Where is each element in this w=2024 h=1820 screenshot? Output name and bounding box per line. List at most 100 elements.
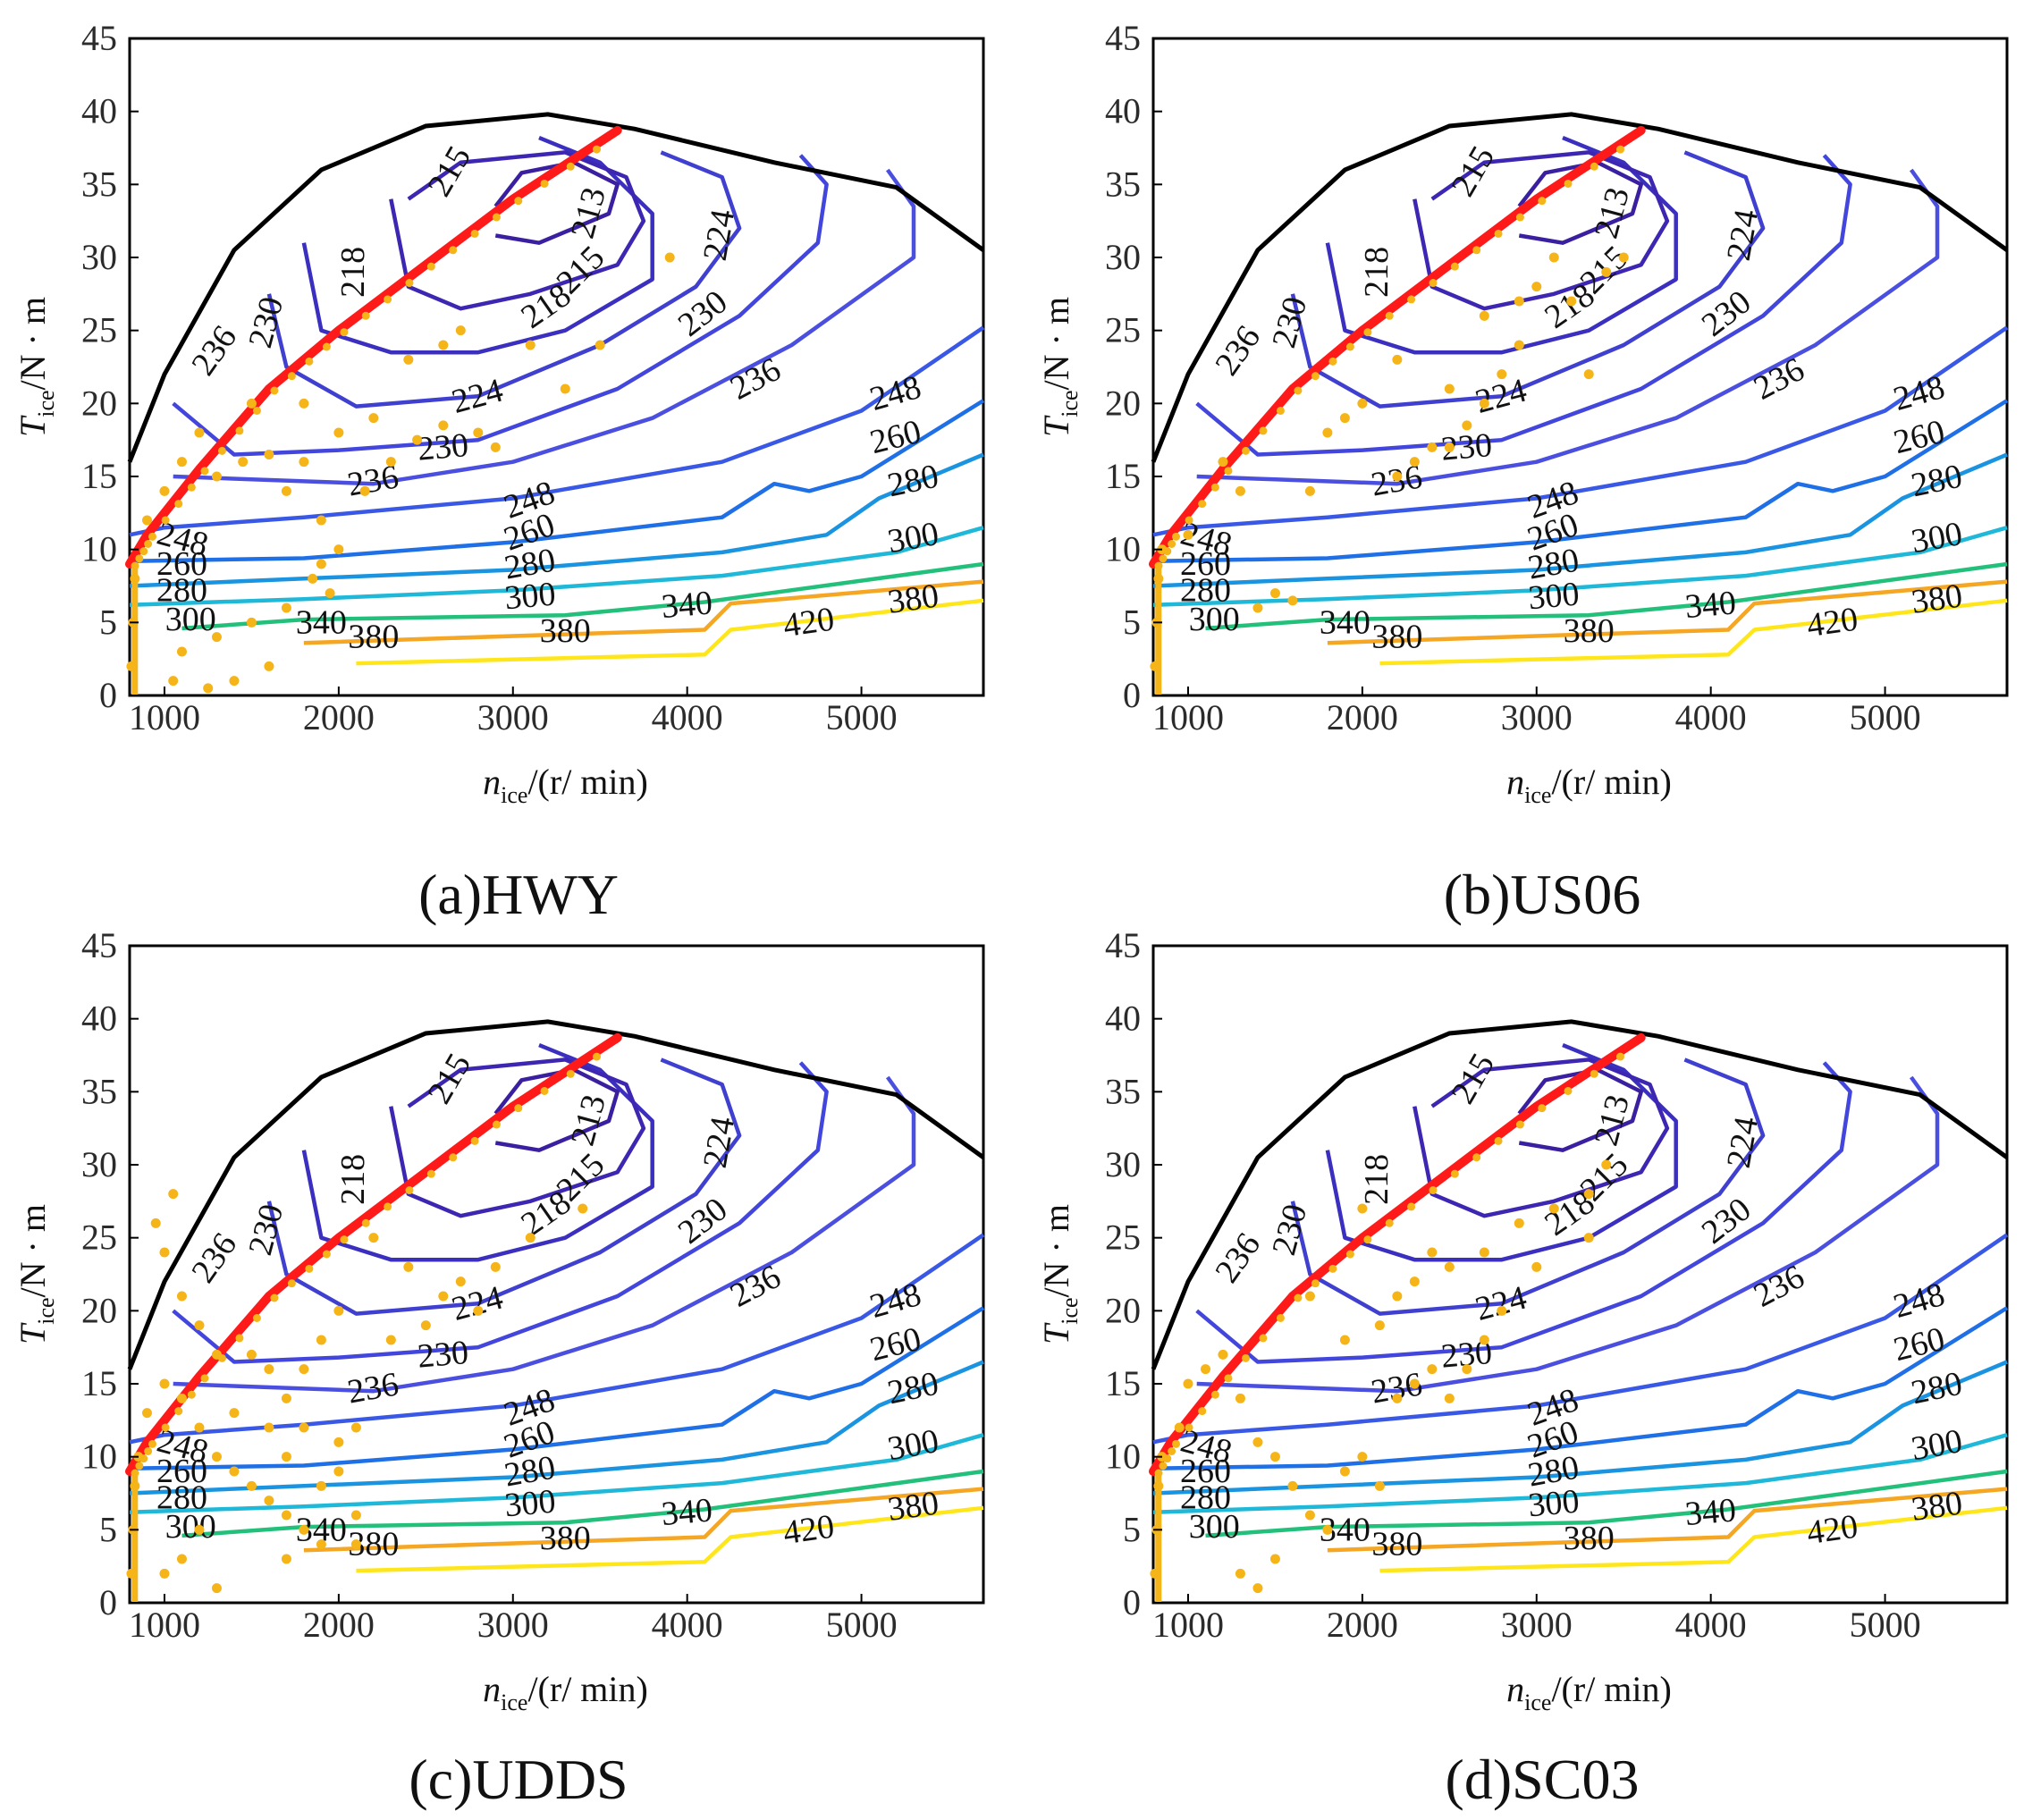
- optimal-line-point: [1168, 1447, 1176, 1455]
- contour-label: 224: [696, 1114, 742, 1170]
- contour-label: 300: [503, 576, 557, 618]
- x-tick-label: 5000: [826, 697, 898, 737]
- contour-line-215: [1413, 1057, 1670, 1218]
- optimal-line-point: [1590, 162, 1598, 171]
- contour-label: 380: [1371, 1526, 1422, 1563]
- y-tick-label: 0: [99, 1582, 117, 1622]
- contour-label: 340: [296, 603, 347, 641]
- contour-label: 380: [540, 1520, 591, 1557]
- optimal-line-point: [1472, 246, 1481, 255]
- optimal-line-point: [1564, 1086, 1573, 1095]
- contour-label: 230: [416, 426, 469, 468]
- operating-point: [1339, 1466, 1350, 1477]
- operating-point: [1322, 1524, 1333, 1535]
- optimal-line-point: [426, 262, 435, 271]
- contour-line-300: [129, 526, 984, 607]
- operating-point: [473, 427, 484, 438]
- x-tick-label: 1000: [1152, 1605, 1224, 1645]
- optimal-line-point: [270, 1293, 279, 1302]
- operating-point: [1583, 369, 1594, 380]
- optimal-line-point: [340, 328, 349, 337]
- optimal-line-point: [235, 1334, 244, 1343]
- operating-point: [299, 1524, 309, 1535]
- optimal-line-point: [566, 1069, 575, 1078]
- contour-label: 280: [1180, 1479, 1231, 1516]
- operating-point: [1497, 369, 1507, 380]
- y-tick-label: 30: [81, 1144, 117, 1184]
- contour-label: 280: [156, 1479, 207, 1516]
- y-tick-label: 40: [1105, 91, 1141, 131]
- contour-line-260: [1152, 1306, 2009, 1470]
- operating-point: [403, 354, 414, 365]
- operating-point: [194, 1524, 205, 1535]
- panel-a: 4203803403002802602482362302242182152132…: [13, 18, 985, 808]
- operating-point: [299, 1422, 309, 1433]
- operating-point: [1235, 485, 1245, 496]
- operating-point: [333, 427, 344, 438]
- operating-point: [126, 1568, 137, 1579]
- y-tick-label: 25: [1105, 1218, 1141, 1258]
- contour-label: 340: [660, 584, 713, 626]
- optimal-line-point: [148, 1439, 156, 1448]
- y-tick-label: 35: [81, 1071, 117, 1111]
- optimal-operating-line: [125, 125, 622, 569]
- contour-label: 218: [334, 247, 372, 298]
- operating-point: [1462, 420, 1472, 431]
- operating-point: [1531, 282, 1542, 292]
- operating-point: [1444, 383, 1455, 394]
- optimal-operating-line: [1149, 125, 1646, 569]
- contour-label: 420: [781, 1508, 837, 1553]
- operating-point: [1153, 1480, 1164, 1491]
- optimal-line-point: [1171, 1439, 1180, 1448]
- operating-point: [1252, 602, 1263, 613]
- optimal-line-point: [1241, 446, 1250, 455]
- contour-line-218: [301, 1043, 654, 1262]
- contour-line-248: [129, 325, 985, 537]
- contour-line-420: [1379, 1505, 2008, 1573]
- y-tick-label: 20: [81, 1290, 117, 1330]
- y-tick-label: 45: [81, 925, 117, 965]
- operating-point: [316, 559, 326, 569]
- operating-point: [316, 1539, 326, 1550]
- optimal-line-point: [1210, 1390, 1219, 1399]
- contour-label: 260: [1180, 545, 1231, 583]
- operating-point: [246, 398, 257, 409]
- operating-point: [150, 1218, 161, 1228]
- optimal-line-point: [1363, 328, 1372, 337]
- operating-point: [194, 427, 205, 438]
- operating-point: [385, 1335, 396, 1345]
- contour-label: 280: [1180, 571, 1231, 609]
- y-tick-label: 0: [99, 675, 117, 715]
- contour-line-380: [303, 1487, 984, 1553]
- contour-label: 280: [502, 1448, 558, 1494]
- optimal-line-point: [200, 467, 209, 476]
- contour-label: 218: [1358, 1154, 1396, 1205]
- optimal-line-point: [405, 279, 414, 288]
- x-tick-label: 2000: [1327, 1605, 1398, 1645]
- operating-point: [1357, 398, 1368, 409]
- contour-label: 224: [1720, 206, 1766, 263]
- contour-line-218: [301, 136, 654, 355]
- y-axis-label: Tice/N · m: [1036, 1204, 1083, 1344]
- contour-label: 260: [1180, 1453, 1231, 1490]
- contour-label: 224: [1720, 1114, 1766, 1170]
- operating-point: [168, 676, 179, 687]
- optimal-line-point: [1515, 1120, 1524, 1129]
- operating-point: [1304, 485, 1315, 496]
- operating-point: [194, 1320, 205, 1331]
- contour-label: 380: [1564, 1520, 1615, 1557]
- optimal-line-point: [405, 1186, 414, 1195]
- optimal-line-point: [340, 1235, 349, 1244]
- contour-line-215: [1413, 150, 1670, 311]
- operating-point: [211, 632, 222, 643]
- operating-point: [281, 1510, 291, 1521]
- contour-label: 300: [1527, 576, 1581, 618]
- operating-point: [455, 1277, 466, 1287]
- contour-line-340: [181, 561, 984, 631]
- optimal-line-point: [131, 1469, 139, 1478]
- optimal-line-point: [1259, 426, 1268, 435]
- optimal-line-point: [449, 246, 458, 255]
- contour-line-280: [1152, 1360, 2008, 1496]
- operating-point: [359, 485, 370, 496]
- operating-point: [1479, 398, 1489, 409]
